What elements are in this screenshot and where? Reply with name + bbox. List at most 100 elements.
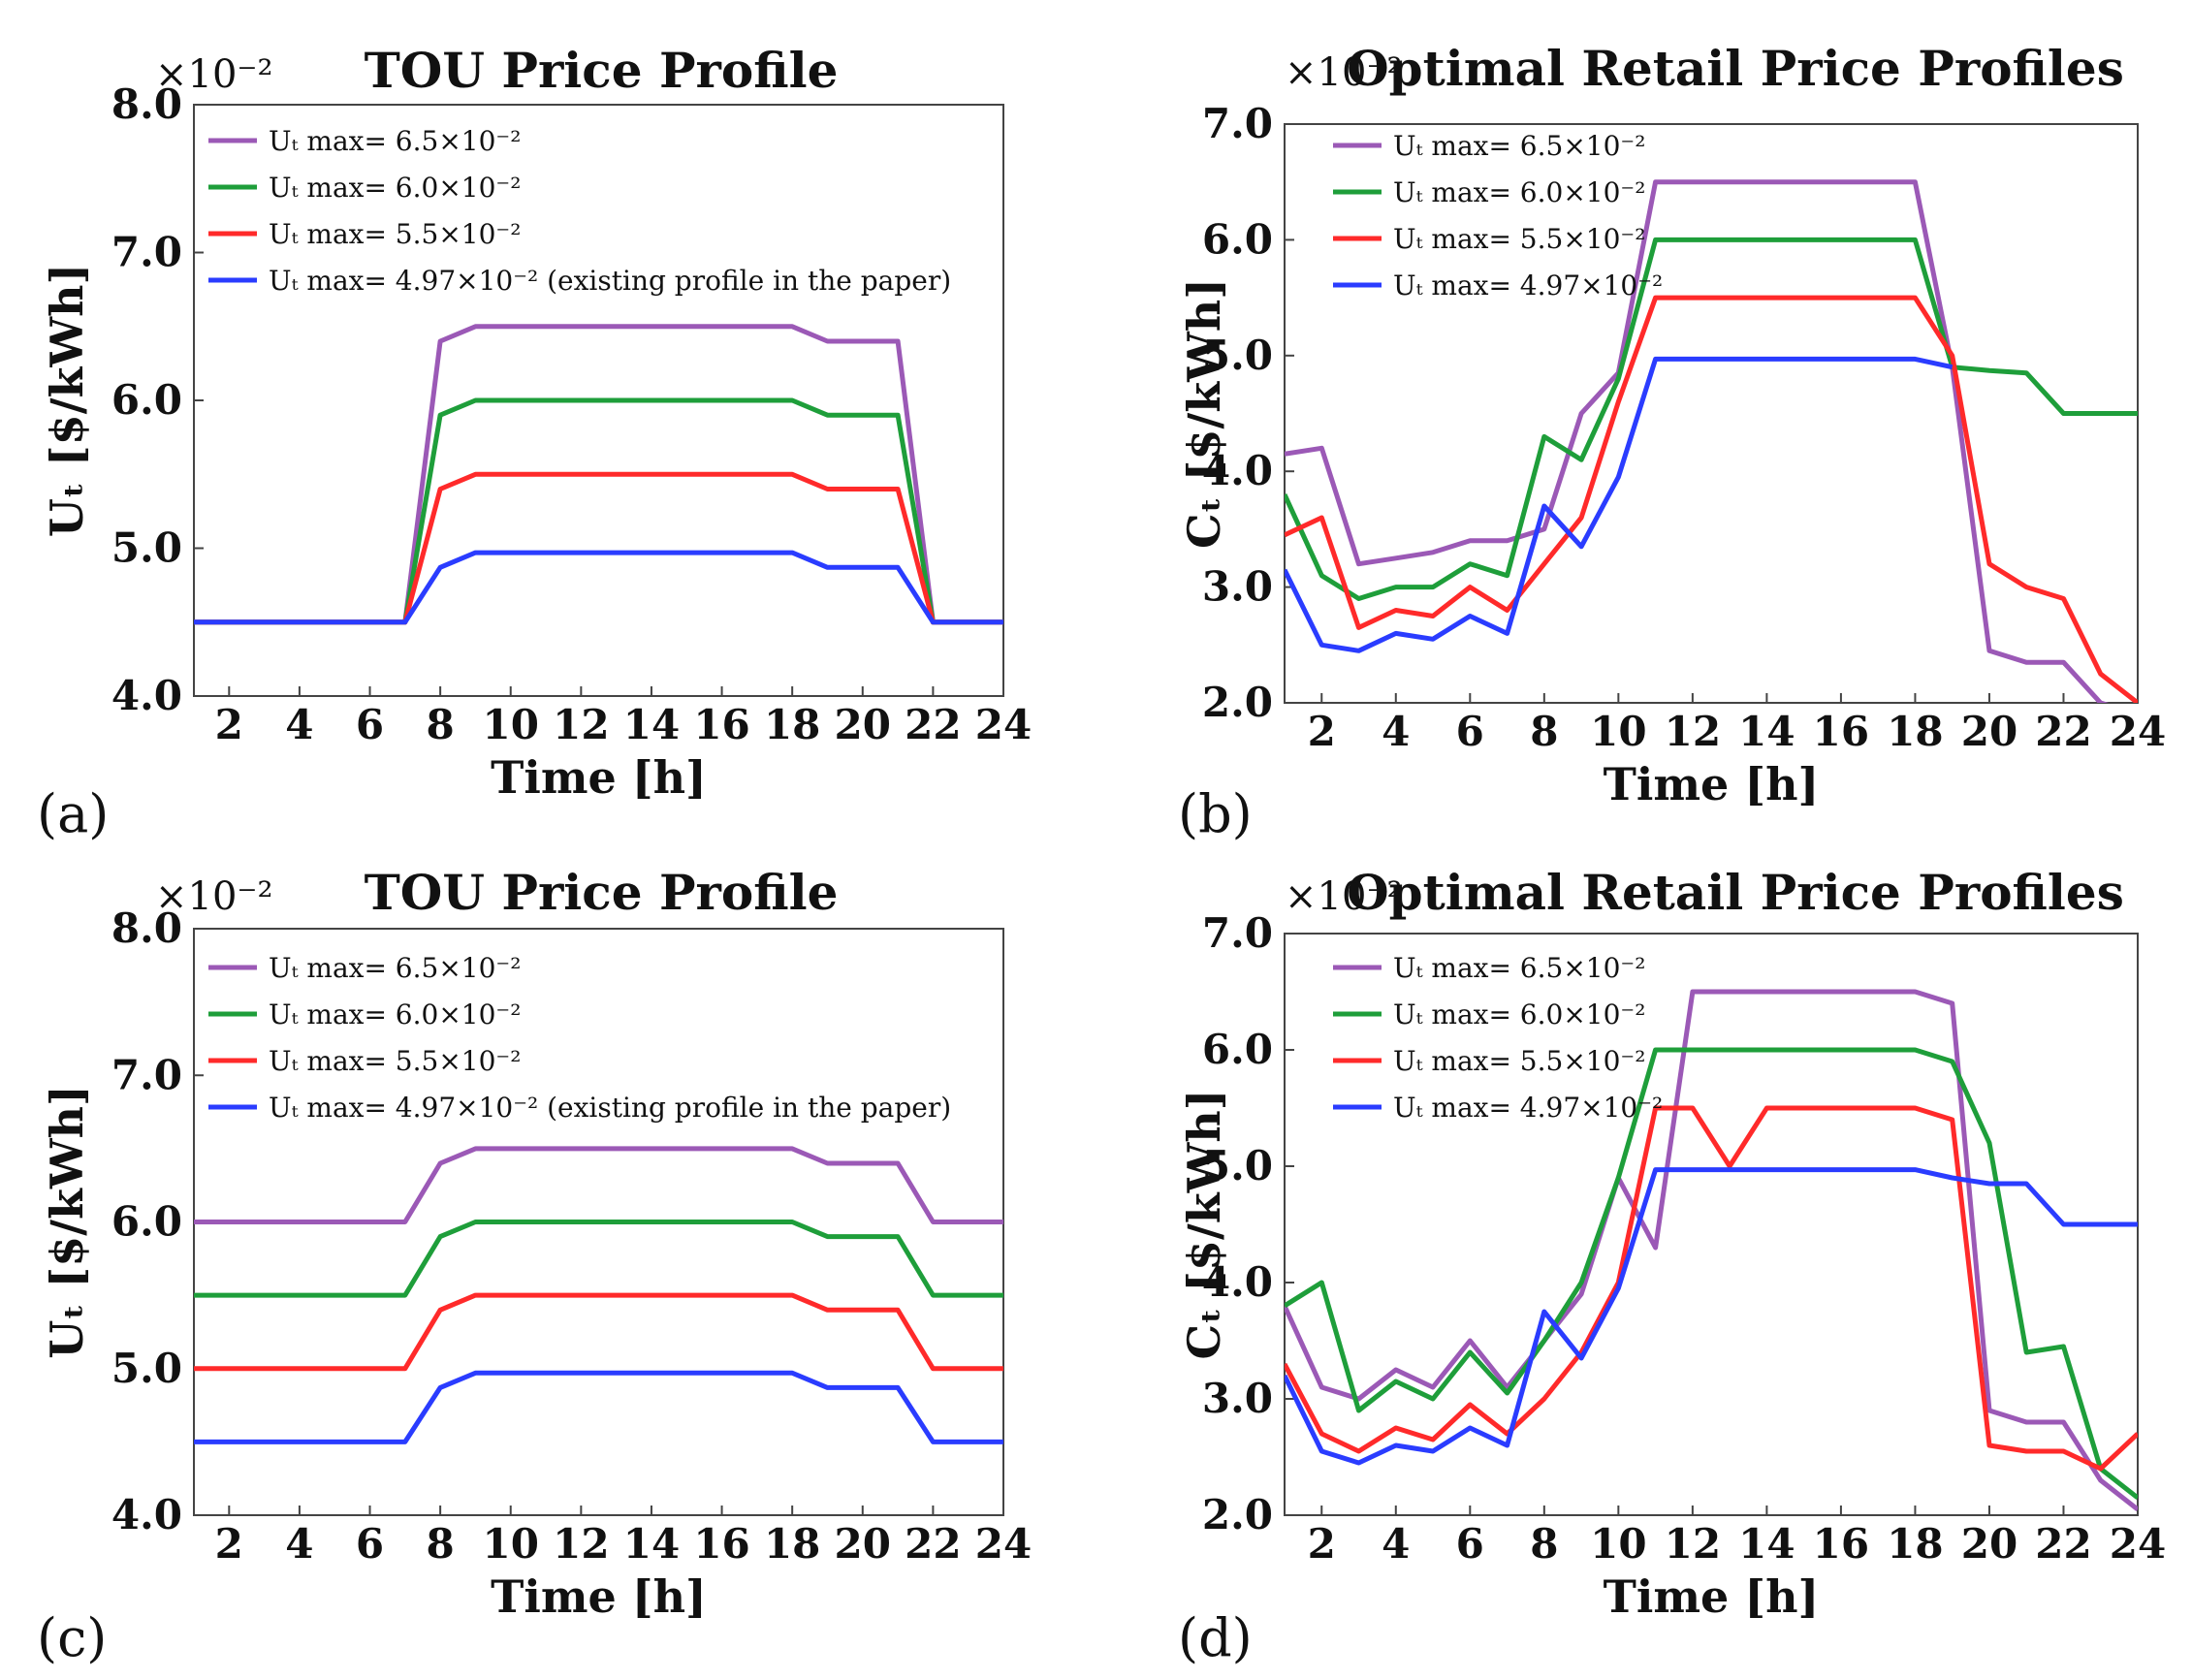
panel-label: (b) bbox=[1178, 783, 1253, 844]
x-tick-label: 24 bbox=[2110, 708, 2166, 755]
legend-label: Uₜ max= 6.0×10⁻² bbox=[269, 998, 521, 1030]
y-tick-label: 2.0 bbox=[1202, 679, 1273, 726]
legend-label: Uₜ max= 5.5×10⁻² bbox=[269, 218, 521, 250]
x-tick-label: 22 bbox=[905, 701, 961, 748]
x-tick-label: 6 bbox=[356, 701, 384, 748]
x-tick-label: 22 bbox=[905, 1520, 961, 1568]
legend-label: Uₜ max= 6.0×10⁻² bbox=[1393, 176, 1645, 208]
legend-label: Uₜ max= 4.97×10⁻² (existing profile in t… bbox=[269, 1092, 951, 1124]
panel-label: (c) bbox=[37, 1607, 107, 1668]
legend-label: Uₜ max= 4.97×10⁻² bbox=[1393, 269, 1663, 301]
x-tick-label: 18 bbox=[764, 1520, 820, 1568]
legend-label: Uₜ max= 6.5×10⁻² bbox=[1393, 952, 1645, 984]
y-tick-label: 6.0 bbox=[111, 1198, 182, 1246]
series-line bbox=[1285, 989, 2138, 1511]
y-tick-label: 5.0 bbox=[111, 1345, 182, 1392]
chart-title: Optimal Retail Price Profiles bbox=[1347, 40, 2124, 97]
x-tick-label: 8 bbox=[427, 1520, 455, 1568]
series-line bbox=[194, 1220, 1003, 1298]
y-tick-label: 7.0 bbox=[1202, 909, 1273, 957]
y-tick-label: 4.0 bbox=[1202, 1258, 1273, 1306]
x-tick-label: 2 bbox=[215, 1520, 243, 1568]
x-tick-label: 8 bbox=[1530, 1520, 1558, 1568]
x-tick-label: 8 bbox=[1530, 708, 1558, 755]
y-axis-label: Cₜ [$/kWh] bbox=[1178, 278, 1230, 549]
x-tick-label: 6 bbox=[1456, 1520, 1484, 1568]
x-tick-label: 10 bbox=[483, 701, 539, 748]
series-line bbox=[1285, 179, 2110, 703]
y-tick-label: 5.0 bbox=[1202, 332, 1273, 379]
panel-label: (a) bbox=[37, 783, 109, 844]
x-tick-label: 8 bbox=[427, 701, 455, 748]
panel-label: (d) bbox=[1178, 1607, 1253, 1668]
x-tick-label: 20 bbox=[835, 1520, 891, 1568]
x-tick-label: 18 bbox=[1887, 1520, 1943, 1568]
scale-label: ×10⁻² bbox=[155, 52, 273, 97]
panel-c: TOU Price Profile×10⁻²4.05.06.07.08.02 4 6… bbox=[37, 864, 1032, 1668]
series-line bbox=[1285, 1105, 2138, 1472]
series-line bbox=[194, 471, 1003, 625]
x-tick-label: 12 bbox=[1665, 1520, 1721, 1568]
y-tick-label: 5.0 bbox=[1202, 1142, 1273, 1189]
series-line bbox=[1285, 356, 1954, 653]
x-tick-label: 6 bbox=[356, 1520, 384, 1568]
x-tick-label: 10 bbox=[1590, 708, 1646, 755]
x-tick-label: 24 bbox=[975, 701, 1032, 748]
series-line bbox=[194, 550, 1003, 625]
panel-d: Optimal Retail Price Profiles×10⁻² 2.0 3.0… bbox=[1178, 864, 2166, 1668]
plot-frame bbox=[1284, 123, 2139, 704]
x-tick-label: 2 bbox=[1308, 1520, 1336, 1568]
y-tick-label: 8.0 bbox=[111, 904, 182, 952]
series-line bbox=[194, 1146, 1003, 1224]
x-tick-label: 14 bbox=[1738, 1520, 1795, 1568]
legend-label: Uₜ max= 4.97×10⁻² (existing profile in t… bbox=[269, 265, 951, 297]
x-tick-label: 14 bbox=[623, 701, 680, 748]
x-tick-label: 18 bbox=[764, 701, 820, 748]
x-tick-label: 14 bbox=[623, 1520, 680, 1568]
series-line bbox=[1285, 1167, 2138, 1466]
legend-label: Uₜ max= 6.5×10⁻² bbox=[269, 125, 521, 157]
y-tick-label: 8.0 bbox=[111, 80, 182, 128]
x-tick-label: 4 bbox=[1382, 708, 1410, 755]
y-tick-label: 2.0 bbox=[1202, 1491, 1273, 1538]
y-tick-label: 3.0 bbox=[1202, 1375, 1273, 1422]
x-tick-label: 16 bbox=[693, 701, 749, 748]
panel-b: Optimal Retail Price Profiles×10⁻² 2.0 3.0… bbox=[1178, 40, 2166, 844]
x-tick-label: 20 bbox=[835, 701, 891, 748]
y-tick-label: 4.0 bbox=[111, 1491, 182, 1538]
legend-label: Uₜ max= 5.5×10⁻² bbox=[1393, 223, 1645, 255]
y-tick-label: 7.0 bbox=[111, 1051, 182, 1098]
x-axis-label: Time [h] bbox=[1604, 1570, 1820, 1623]
x-tick-label: 16 bbox=[1813, 1520, 1869, 1568]
y-axis-label: Uₜ [$/kWh] bbox=[41, 264, 93, 538]
series-line bbox=[1285, 237, 2138, 601]
x-tick-label: 16 bbox=[693, 1520, 749, 1568]
y-tick-label: 5.0 bbox=[111, 524, 182, 572]
x-axis-label: Time [h] bbox=[491, 751, 707, 804]
legend-label: Uₜ max= 5.5×10⁻² bbox=[269, 1045, 521, 1077]
x-tick-label: 10 bbox=[1590, 1520, 1646, 1568]
x-tick-label: 12 bbox=[1665, 708, 1721, 755]
x-tick-label: 6 bbox=[1456, 708, 1484, 755]
x-tick-label: 20 bbox=[1961, 1520, 2017, 1568]
series-line bbox=[1285, 295, 2138, 703]
x-tick-label: 12 bbox=[553, 1520, 609, 1568]
y-tick-label: 7.0 bbox=[1202, 100, 1273, 147]
chart-title: TOU Price Profile bbox=[365, 864, 839, 921]
x-tick-label: 22 bbox=[2035, 708, 2091, 755]
legend-label: Uₜ max= 6.0×10⁻² bbox=[1393, 998, 1645, 1030]
x-tick-label: 24 bbox=[975, 1520, 1032, 1568]
x-axis-label: Time [h] bbox=[491, 1570, 707, 1623]
series-line bbox=[1285, 1047, 2138, 1500]
x-tick-label: 16 bbox=[1813, 708, 1869, 755]
y-tick-label: 7.0 bbox=[111, 229, 182, 276]
y-tick-label: 3.0 bbox=[1202, 563, 1273, 611]
series-line bbox=[194, 1370, 1003, 1444]
scale-label: ×10⁻² bbox=[1285, 874, 1403, 919]
x-tick-label: 12 bbox=[553, 701, 609, 748]
y-tick-label: 6.0 bbox=[1202, 215, 1273, 263]
x-tick-label: 4 bbox=[285, 701, 313, 748]
y-tick-label: 4.0 bbox=[1202, 447, 1273, 494]
legend-label: Uₜ max= 4.97×10⁻² bbox=[1393, 1092, 1663, 1124]
